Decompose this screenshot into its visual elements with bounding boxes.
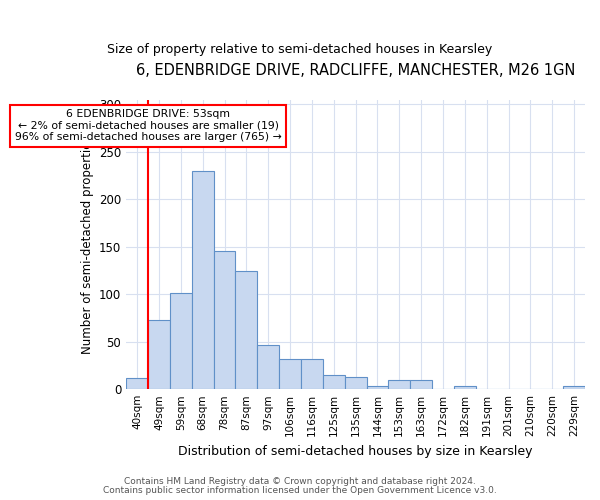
Bar: [388, 380, 410, 389]
Bar: [367, 386, 388, 389]
Bar: [279, 359, 301, 389]
Bar: [214, 250, 235, 389]
Bar: [410, 380, 432, 389]
Bar: [323, 375, 344, 389]
Y-axis label: Number of semi-detached properties: Number of semi-detached properties: [80, 135, 94, 354]
Bar: [235, 272, 257, 389]
Bar: [192, 170, 214, 389]
Bar: [344, 377, 367, 389]
Bar: [126, 378, 148, 389]
Text: Size of property relative to semi-detached houses in Kearsley: Size of property relative to semi-detach…: [107, 42, 493, 56]
X-axis label: Distribution of semi-detached houses by size in Kearsley: Distribution of semi-detached houses by …: [178, 444, 533, 458]
Bar: [148, 320, 170, 389]
Bar: [301, 359, 323, 389]
Text: Contains HM Land Registry data © Crown copyright and database right 2024.: Contains HM Land Registry data © Crown c…: [124, 477, 476, 486]
Text: 6 EDENBRIDGE DRIVE: 53sqm
← 2% of semi-detached houses are smaller (19)
96% of s: 6 EDENBRIDGE DRIVE: 53sqm ← 2% of semi-d…: [15, 109, 281, 142]
Title: 6, EDENBRIDGE DRIVE, RADCLIFFE, MANCHESTER, M26 1GN: 6, EDENBRIDGE DRIVE, RADCLIFFE, MANCHEST…: [136, 62, 575, 78]
Text: Contains public sector information licensed under the Open Government Licence v3: Contains public sector information licen…: [103, 486, 497, 495]
Bar: [170, 294, 192, 389]
Bar: [563, 386, 585, 389]
Bar: [257, 344, 279, 389]
Bar: [454, 386, 476, 389]
